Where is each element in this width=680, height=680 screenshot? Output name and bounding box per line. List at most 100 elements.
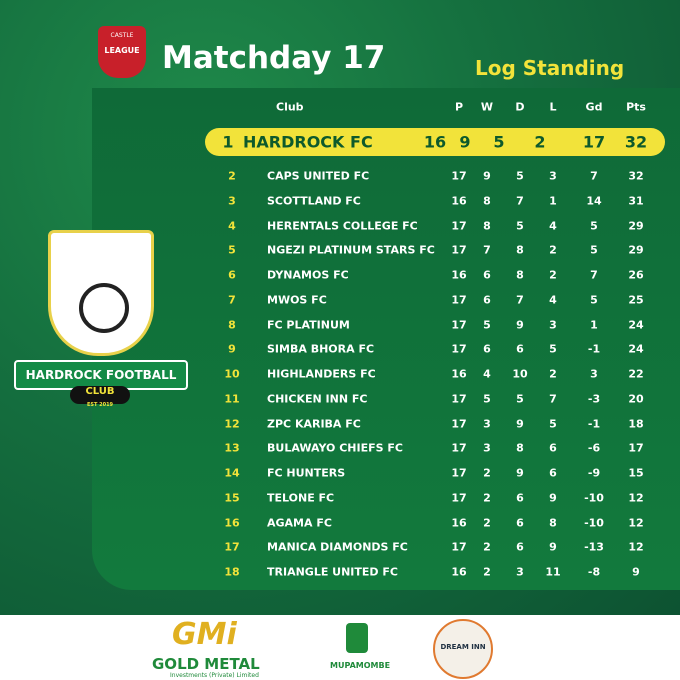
p: 17 bbox=[451, 441, 467, 455]
pts: 9 bbox=[632, 565, 640, 579]
d: 9 bbox=[516, 466, 524, 480]
l: 2 bbox=[549, 243, 557, 257]
pts: 17 bbox=[628, 441, 644, 455]
gd: -8 bbox=[587, 565, 601, 579]
club: HERENTALS COLLEGE FC bbox=[267, 219, 418, 232]
p: 17 bbox=[451, 342, 467, 356]
position: 5 bbox=[228, 243, 236, 257]
gd: 3 bbox=[590, 367, 598, 381]
club: HIGHLANDERS FC bbox=[267, 367, 376, 381]
l: 9 bbox=[549, 491, 557, 505]
gd: -1 bbox=[587, 342, 601, 356]
badge-banner: HARDROCK FOOTBALL bbox=[14, 360, 188, 390]
l: 8 bbox=[549, 516, 557, 529]
d: 5 bbox=[516, 392, 524, 406]
club: SIMBA BHORA FC bbox=[267, 342, 375, 356]
pts: 26 bbox=[628, 268, 644, 282]
l: 3 bbox=[549, 169, 557, 183]
gmi-logo: GMi bbox=[172, 617, 237, 652]
p: 17 bbox=[451, 169, 467, 183]
gd: -9 bbox=[587, 466, 601, 480]
dream-inn: DREAM INN bbox=[440, 643, 486, 651]
w: 3 bbox=[483, 441, 491, 455]
position: 7 bbox=[228, 293, 236, 307]
w: 7 bbox=[483, 243, 491, 257]
header-p: P bbox=[454, 100, 464, 114]
club: TRIANGLE UNITED FC bbox=[267, 565, 398, 579]
pts: 12 bbox=[628, 491, 644, 505]
pts: 29 bbox=[628, 219, 644, 232]
position: 12 bbox=[224, 417, 240, 430]
p: 17 bbox=[451, 243, 467, 257]
l: 1 bbox=[549, 194, 557, 208]
gd: 7 bbox=[590, 268, 598, 282]
p: 17 bbox=[451, 466, 467, 480]
d: 7 bbox=[516, 293, 524, 307]
gd: 5 bbox=[590, 243, 598, 257]
bull-icon bbox=[346, 623, 368, 653]
p: 17 bbox=[451, 293, 467, 307]
pts: 20 bbox=[628, 392, 644, 406]
gd: 7 bbox=[590, 169, 598, 183]
p: 17 bbox=[451, 540, 467, 554]
p: 16 bbox=[451, 268, 467, 282]
l: 6 bbox=[549, 466, 557, 480]
w: 2 bbox=[483, 565, 491, 579]
w: 9 bbox=[459, 132, 471, 152]
d: 8 bbox=[516, 441, 524, 455]
club: TELONE FC bbox=[267, 491, 335, 505]
position: 8 bbox=[228, 318, 236, 331]
gold-metal: GOLD METAL bbox=[152, 655, 260, 673]
gd: 5 bbox=[590, 293, 598, 307]
club: CAPS UNITED FC bbox=[267, 169, 370, 183]
club: HARDROCK FC bbox=[243, 132, 373, 152]
sponsor-bar: GMi GOLD METAL Investments (Private) Lim… bbox=[0, 615, 680, 680]
p: 16 bbox=[451, 516, 467, 529]
league-name: LEAGUE bbox=[104, 46, 140, 55]
l: 5 bbox=[549, 342, 557, 356]
pts: 25 bbox=[628, 293, 644, 307]
w: 9 bbox=[483, 169, 491, 183]
d: 5 bbox=[516, 219, 524, 232]
p: 16 bbox=[451, 565, 467, 579]
header-gd: Gd bbox=[585, 100, 603, 114]
l: 2 bbox=[534, 132, 546, 152]
gd: 14 bbox=[586, 194, 602, 208]
l: 9 bbox=[549, 540, 557, 554]
pts: 24 bbox=[628, 318, 644, 331]
l: 7 bbox=[549, 392, 557, 406]
gd: -3 bbox=[587, 392, 601, 406]
position: 10 bbox=[224, 367, 240, 381]
d: 5 bbox=[493, 132, 505, 152]
club: DYNAMOS FC bbox=[267, 268, 349, 282]
ball-icon bbox=[79, 283, 129, 333]
header-w: W bbox=[480, 100, 494, 114]
pts: 29 bbox=[628, 243, 644, 257]
club: SCOTTLAND FC bbox=[267, 194, 361, 208]
p: 16 bbox=[451, 194, 467, 208]
d: 5 bbox=[516, 169, 524, 183]
club: ZPC KARIBA FC bbox=[267, 417, 361, 430]
d: 8 bbox=[516, 243, 524, 257]
w: 8 bbox=[483, 219, 491, 232]
d: 6 bbox=[516, 516, 524, 529]
gd: -10 bbox=[584, 491, 604, 505]
pts: 32 bbox=[624, 132, 648, 152]
p: 17 bbox=[451, 392, 467, 406]
w: 2 bbox=[483, 540, 491, 554]
club: CHICKEN INN FC bbox=[267, 392, 368, 406]
position: 17 bbox=[224, 540, 240, 554]
club: BULAWAYO CHIEFS FC bbox=[267, 441, 403, 455]
pts: 32 bbox=[628, 169, 644, 183]
d: 6 bbox=[516, 491, 524, 505]
l: 3 bbox=[549, 318, 557, 331]
w: 6 bbox=[483, 342, 491, 356]
p: 16 bbox=[451, 367, 467, 381]
club-badge bbox=[48, 230, 154, 356]
d: 9 bbox=[516, 417, 524, 430]
p: 17 bbox=[451, 318, 467, 331]
badge-club-word: CLUB bbox=[85, 386, 115, 397]
d: 9 bbox=[516, 318, 524, 331]
p: 17 bbox=[451, 417, 467, 430]
p: 16 bbox=[423, 132, 447, 152]
